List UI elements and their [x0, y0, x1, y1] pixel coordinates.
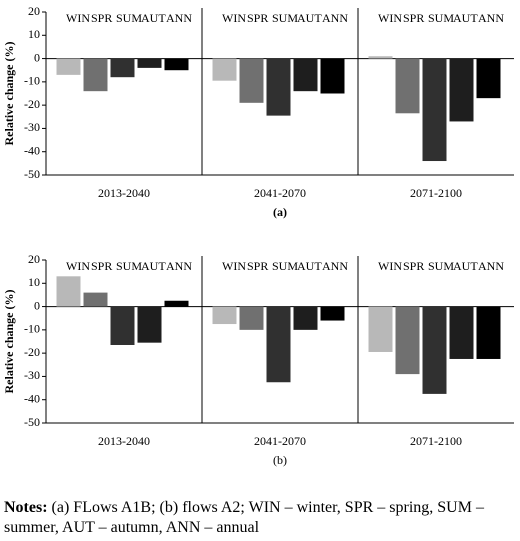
bar [395, 58, 420, 114]
y-tick-label: -50 [24, 415, 40, 429]
bar [212, 58, 237, 81]
series-label: WIN [66, 11, 90, 25]
x-tick-label: 2041-2070 [254, 186, 306, 200]
series-label: SUM [428, 11, 454, 25]
chart: Relative change (%) 20 10 0 -10 -20 -30 -40 -50 2… [2, 4, 514, 467]
series-label: SPR [403, 259, 424, 273]
bar [449, 306, 474, 359]
page: {"chart_data": [ {"type": "bar", "captio… [1, 3, 514, 536]
y-tick-label: 10 [28, 275, 40, 289]
y-tick-label: -30 [24, 368, 40, 382]
series-label: ANN [322, 11, 348, 25]
bar [239, 58, 264, 103]
bar [137, 306, 162, 343]
series-label: ANN [478, 11, 504, 25]
series-label: ANN [478, 259, 504, 273]
y-tick-label: -10 [24, 74, 40, 88]
y-tick-label: -30 [24, 120, 40, 134]
bar [422, 306, 447, 394]
series-label: SUM [428, 259, 454, 273]
bar [422, 58, 447, 162]
series-label: WIN [222, 259, 246, 273]
series-label: SUM [116, 11, 142, 25]
bar [449, 58, 474, 122]
bar [164, 58, 189, 71]
series-label: SPR [91, 259, 112, 273]
bar [239, 306, 264, 330]
bar [137, 58, 162, 68]
series-label: SUM [272, 11, 298, 25]
bar [56, 58, 81, 75]
bar [293, 58, 318, 92]
series-label: AUT [141, 11, 166, 25]
bar [56, 276, 81, 307]
bar [110, 306, 135, 345]
y-tick-label: 20 [28, 4, 40, 18]
bar [212, 306, 237, 325]
series-label: WIN [66, 259, 90, 273]
series-label: AUT [297, 11, 322, 25]
series-label: ANN [166, 11, 192, 25]
y-tick-label: -50 [24, 167, 40, 181]
y-tick-label: -40 [24, 143, 40, 157]
x-tick-label: 2071-2100 [410, 186, 462, 200]
y-tick-label: -40 [24, 391, 40, 405]
series-label: WIN [222, 11, 246, 25]
bar [320, 306, 345, 321]
bar [266, 58, 291, 116]
bar [164, 300, 189, 307]
bar [293, 306, 318, 330]
y-axis-label: Relative change (%) [2, 290, 16, 394]
x-tick-label: 2013-2040 [98, 434, 150, 448]
y-tick-label: -20 [24, 345, 40, 359]
x-tick-label: 2041-2070 [254, 434, 306, 448]
bar [320, 58, 345, 94]
bar [368, 306, 393, 352]
y-axis-label: Relative change (%) [2, 42, 16, 146]
series-label: AUT [453, 11, 478, 25]
bar [476, 306, 501, 359]
bar [266, 306, 291, 383]
series-label: SPR [91, 11, 112, 25]
bar [110, 58, 135, 78]
notes-text: (a) FLows A1B; (b) flows A2; WIN – winte… [4, 499, 484, 536]
bar [83, 292, 108, 307]
series-label: AUT [453, 259, 478, 273]
series-label: ANN [322, 259, 348, 273]
y-tick-label: 10 [28, 27, 40, 41]
series-label: SPR [247, 11, 268, 25]
series-label: SPR [247, 259, 268, 273]
panel-caption: (a) [273, 205, 287, 219]
notes-label: Notes: [4, 499, 48, 516]
x-tick-label: 2013-2040 [98, 186, 150, 200]
x-tick-label: 2071-2100 [410, 434, 462, 448]
series-label: SUM [272, 259, 298, 273]
y-tick-label: 0 [34, 50, 40, 64]
y-tick-label: -10 [24, 322, 40, 336]
series-label: WIN [378, 259, 402, 273]
y-tick-label: 0 [34, 298, 40, 312]
notes: Notes: (a) FLows A1B; (b) flows A2; WIN … [4, 498, 516, 538]
bar [476, 58, 501, 99]
bar [368, 56, 393, 59]
series-label: WIN [378, 11, 402, 25]
y-tick-label: -20 [24, 97, 40, 111]
series-label: AUT [141, 259, 166, 273]
bar [83, 58, 108, 92]
series-label: ANN [166, 259, 192, 273]
y-tick-label: 20 [28, 252, 40, 266]
series-label: SPR [403, 11, 424, 25]
panel-caption: (b) [273, 453, 287, 467]
bar [395, 306, 420, 375]
series-label: AUT [297, 259, 322, 273]
series-label: SUM [116, 259, 142, 273]
